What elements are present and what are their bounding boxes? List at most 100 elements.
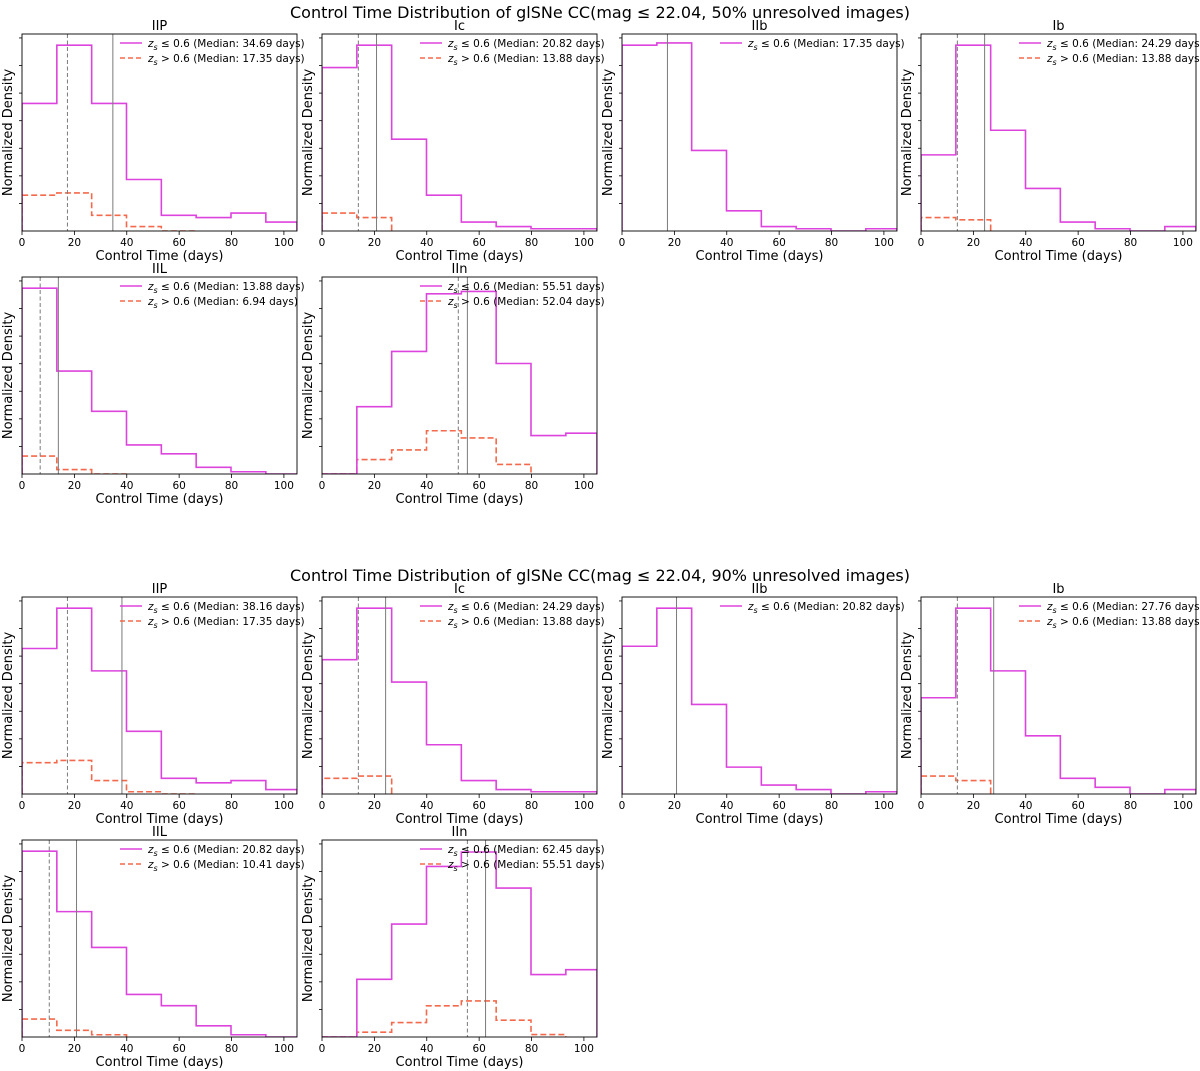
histogram-high-z <box>921 775 992 794</box>
legend-high-z: zs > 0.6 (Median: 13.88 days) <box>420 616 605 630</box>
legend-high-z: zs > 0.6 (Median: 6.94 days) <box>120 296 298 310</box>
panel-title: IIP <box>152 19 168 34</box>
legend-low-z: zs ≤ 0.6 (Median: 20.82 days) <box>120 844 305 858</box>
legend-label: zs > 0.6 (Median: 13.88 days) <box>447 53 605 67</box>
x-tick-label: 20 <box>967 800 980 812</box>
histogram-low-z <box>622 42 897 231</box>
legend-label: zs > 0.6 (Median: 10.41 days) <box>147 859 305 873</box>
x-tick-label: 20 <box>668 237 681 249</box>
figure-title: Control Time Distribution of glSNe CC(ma… <box>290 3 910 22</box>
x-tick-label: 60 <box>472 480 485 492</box>
y-axis-label: Normalized Density <box>301 632 316 760</box>
legend-label: zs ≤ 0.6 (Median: 17.35 days) <box>747 38 905 52</box>
legend-label: zs > 0.6 (Median: 6.94 days) <box>147 296 298 310</box>
legend-low-z: zs ≤ 0.6 (Median: 62.45 days) <box>420 844 605 858</box>
x-tick-label: 0 <box>619 800 626 812</box>
legend-label: zs ≤ 0.6 (Median: 55.51 days) <box>447 281 605 295</box>
x-tick-label: 60 <box>172 1043 185 1055</box>
x-tick-label: 60 <box>172 800 185 812</box>
legend-high-z: zs > 0.6 (Median: 52.04 days) <box>420 296 605 310</box>
histogram-high-z <box>22 455 127 474</box>
x-tick-label: 100 <box>1173 800 1193 812</box>
x-tick-label: 20 <box>68 237 81 249</box>
panel-title: IIL <box>152 825 168 840</box>
x-axis-label: Control Time (days) <box>96 1055 224 1070</box>
legend-high-z: zs > 0.6 (Median: 17.35 days) <box>120 616 305 630</box>
x-tick-label: 100 <box>574 237 594 249</box>
histogram-high-z <box>322 212 393 231</box>
x-tick-label: 0 <box>619 237 626 249</box>
x-tick-label: 40 <box>420 1043 433 1055</box>
histogram-low-z <box>22 607 297 794</box>
plot-frame <box>621 33 898 232</box>
y-axis-label: Normalized Density <box>1 632 16 760</box>
legend-low-z: zs ≤ 0.6 (Median: 38.16 days) <box>120 601 305 615</box>
x-axis-label: Control Time (days) <box>995 812 1123 827</box>
x-tick-label: 100 <box>1173 237 1193 249</box>
x-axis-label: Control Time (days) <box>995 249 1123 264</box>
panel-title: IIb <box>752 582 768 597</box>
histogram-high-z <box>22 192 197 231</box>
panel-iib: IIb 0 20 40 60 80 100 Control Time (days) Normal… <box>601 19 905 264</box>
x-axis-label: Control Time (days) <box>96 492 224 507</box>
x-tick-label: 80 <box>225 237 238 249</box>
x-tick-label: 100 <box>874 800 894 812</box>
x-axis-label: Control Time (days) <box>396 812 524 827</box>
panel-iin: IIn 0 20 40 60 80 100 Control Time (days) Normal… <box>301 825 605 1070</box>
y-axis-label: Normalized Density <box>900 632 915 760</box>
figure-1: Control Time Distribution of glSNe CC(ma… <box>1 3 1200 507</box>
x-tick-label: 0 <box>319 480 326 492</box>
x-tick-label: 0 <box>319 800 326 812</box>
histogram-high-z <box>322 775 393 794</box>
x-tick-label: 40 <box>720 237 733 249</box>
legend-low-z: zs ≤ 0.6 (Median: 20.82 days) <box>420 38 605 52</box>
plot-frame <box>321 276 598 475</box>
x-tick-label: 40 <box>120 1043 133 1055</box>
x-tick-label: 40 <box>120 480 133 492</box>
legend-label: zs ≤ 0.6 (Median: 20.82 days) <box>447 38 605 52</box>
y-axis-label: Normalized Density <box>1 69 16 197</box>
legend-label: zs ≤ 0.6 (Median: 34.69 days) <box>147 38 305 52</box>
legend-label: zs ≤ 0.6 (Median: 27.76 days) <box>1046 601 1200 615</box>
x-tick-label: 60 <box>772 237 785 249</box>
x-tick-label: 0 <box>918 800 925 812</box>
x-tick-label: 60 <box>472 800 485 812</box>
x-tick-label: 80 <box>525 480 538 492</box>
x-axis-label: Control Time (days) <box>96 249 224 264</box>
x-tick-label: 80 <box>1124 237 1137 249</box>
x-tick-label: 80 <box>1124 800 1137 812</box>
x-tick-label: 100 <box>274 800 294 812</box>
legend-low-z: zs ≤ 0.6 (Median: 24.29 days) <box>420 601 605 615</box>
x-axis-label: Control Time (days) <box>396 492 524 507</box>
x-tick-label: 20 <box>967 237 980 249</box>
x-tick-label: 60 <box>472 237 485 249</box>
y-axis-label: Normalized Density <box>601 69 616 197</box>
x-axis-label: Control Time (days) <box>696 249 824 264</box>
x-tick-label: 20 <box>368 237 381 249</box>
x-tick-label: 80 <box>825 237 838 249</box>
x-axis-label: Control Time (days) <box>696 812 824 827</box>
panel-title: Ib <box>1052 582 1064 597</box>
panel-title: IIb <box>752 19 768 34</box>
x-axis-label: Control Time (days) <box>396 1055 524 1070</box>
y-axis-label: Normalized Density <box>900 69 915 197</box>
legend-low-z: zs ≤ 0.6 (Median: 27.76 days) <box>1019 601 1200 615</box>
x-tick-label: 0 <box>918 237 925 249</box>
figure-title: Control Time Distribution of glSNe CC(ma… <box>290 566 910 585</box>
x-tick-label: 20 <box>368 800 381 812</box>
x-tick-label: 80 <box>225 800 238 812</box>
x-tick-label: 0 <box>319 1043 326 1055</box>
legend-low-z: zs ≤ 0.6 (Median: 20.82 days) <box>720 601 905 615</box>
histogram-low-z <box>22 44 297 231</box>
panel-iil: IIL 0 20 40 60 80 100 Control Time (days) Normal… <box>1 825 305 1070</box>
panel-title: IIL <box>152 262 168 277</box>
y-axis-label: Normalized Density <box>301 875 316 1003</box>
histogram-high-z <box>22 1018 128 1037</box>
x-tick-label: 100 <box>874 237 894 249</box>
panel-iip: IIP 0 20 40 60 80 100 Control Time (days) Normal… <box>1 582 305 827</box>
x-tick-label: 80 <box>525 1043 538 1055</box>
histogram-low-z <box>322 851 597 1037</box>
histogram-high-z <box>322 1000 567 1037</box>
x-tick-label: 60 <box>772 800 785 812</box>
histogram-low-z <box>921 607 1196 794</box>
